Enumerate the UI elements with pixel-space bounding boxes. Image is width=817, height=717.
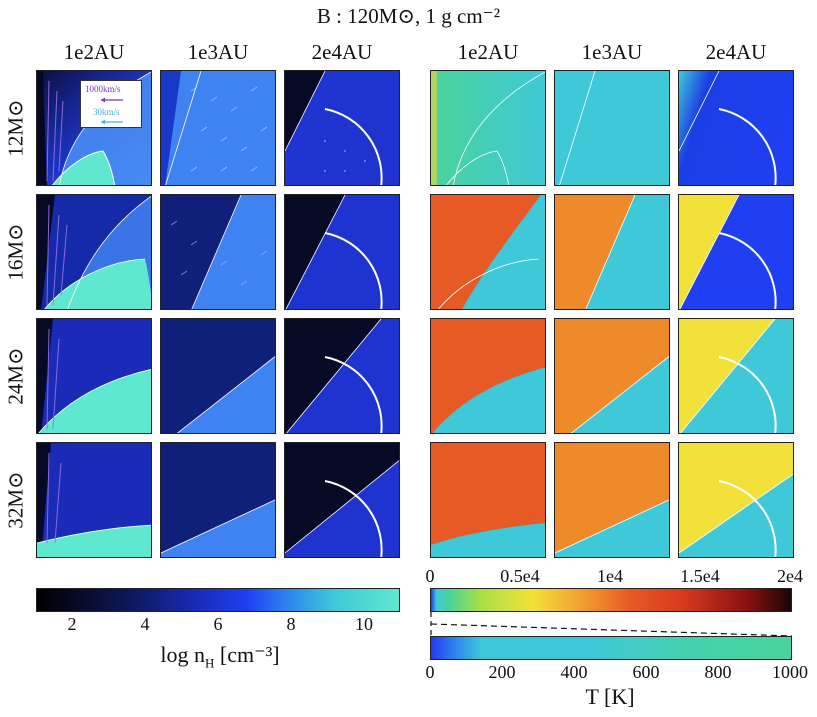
temp-zoom-tick-800: 800 [704,662,732,682]
colorbar-zoom-connector [430,612,793,637]
legend-fast-label: 1000km/s [85,84,121,94]
panel-density-24Msun-1e2AU [36,318,152,434]
panel-temp-16Msun-2e4AU [678,194,794,310]
panel-temp-12Msun-1e2AU [430,70,546,186]
panel-temp-24Msun-1e2AU [430,318,546,434]
panel-temp-24Msun-2e4AU [678,318,794,434]
temp-full-tick-3: 1.5e4 [680,566,720,586]
col-header-density-1e3AU: 1e3AU [187,40,249,64]
col-header-temp-1e3AU: 1e3AU [581,40,643,64]
panel-density-24Msun-2e4AU [284,318,400,434]
temp-zoom-tick-600: 600 [632,662,660,682]
panel-density-16Msun-1e3AU [160,194,276,310]
col-header-density-1e2AU: 1e2AU [63,40,125,64]
temperature-colorbar-full [430,588,792,612]
panel-density-12Msun-2e4AU [284,70,400,186]
col-header-temp-2e4AU: 2e4AU [705,40,767,64]
row-label-16Msun: 16M⊙ [3,223,28,281]
row-label-32Msun: 32M⊙ [3,471,28,529]
density-tick-2: 2 [67,614,77,634]
temp-full-tick-4: 2e4 [777,566,803,586]
temp-full-tick-2: 1e4 [597,566,623,586]
panel-density-24Msun-1e3AU [160,318,276,434]
temperature-colorbar-zoom [430,636,792,660]
temp-full-tick-1: 0.5e4 [500,566,540,586]
density-tick-10: 10 [355,614,373,634]
panel-density-32Msun-2e4AU [284,442,400,558]
panel-temp-32Msun-2e4AU [678,442,794,558]
density-axis-label: log nH [cm⁻³] [160,642,280,671]
temp-zoom-tick-0: 0 [425,662,435,682]
panel-temp-12Msun-1e3AU [554,70,670,186]
panel-temp-24Msun-1e3AU [554,318,670,434]
panel-density-32Msun-1e3AU [160,442,276,558]
legend-slow-label: 30km/s [93,107,120,117]
temp-zoom-tick-1000: 1000 [772,662,808,682]
panel-density-12Msun-1e3AU [160,70,276,186]
temp-full-tick-0: 0 [425,566,435,586]
temp-zoom-tick-400: 400 [560,662,588,682]
density-tick-4: 4 [140,614,150,634]
row-label-24Msun: 24M⊙ [3,347,28,405]
panel-temp-16Msun-1e2AU [430,194,546,310]
panel-temp-16Msun-1e3AU [554,194,670,310]
density-colorbar [36,588,400,612]
figure-title: B : 120M⊙, 1 g cm⁻² [316,4,501,28]
temperature-axis-label: T [K] [585,684,635,709]
velocity-legend: 1000km/s 30km/s [80,80,142,128]
panel-temp-32Msun-1e3AU [554,442,670,558]
temp-zoom-tick-200: 200 [488,662,516,682]
density-tick-6: 6 [213,614,223,634]
col-header-density-2e4AU: 2e4AU [311,40,373,64]
panel-density-16Msun-1e2AU [36,194,152,310]
panel-temp-12Msun-2e4AU [678,70,794,186]
panel-density-32Msun-1e2AU [36,442,152,558]
panel-temp-32Msun-1e2AU [430,442,546,558]
col-header-temp-1e2AU: 1e2AU [457,40,519,64]
panel-density-16Msun-2e4AU [284,194,400,310]
density-tick-8: 8 [286,614,296,634]
row-label-12Msun: 12M⊙ [3,99,28,157]
